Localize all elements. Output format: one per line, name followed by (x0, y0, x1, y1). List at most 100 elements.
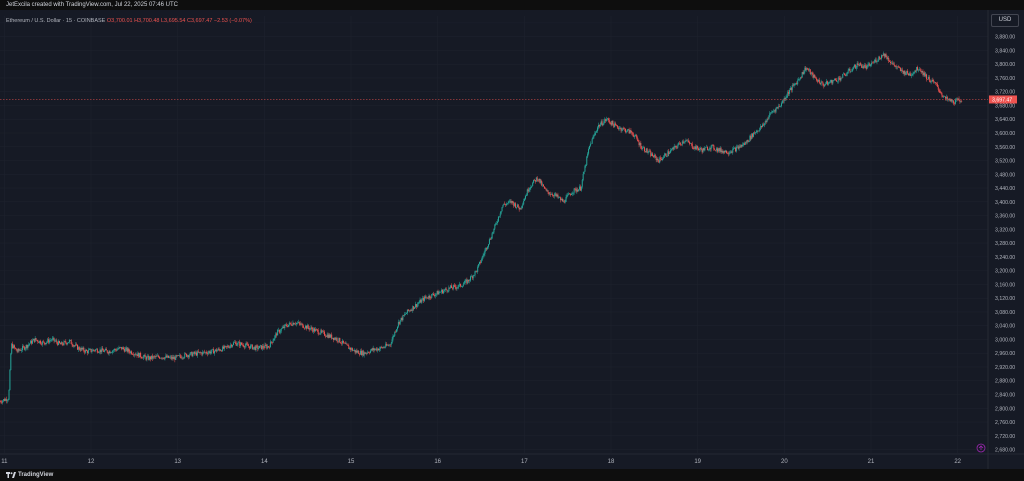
candle-body (624, 128, 626, 130)
candle-body (705, 147, 707, 148)
candle-body (687, 140, 689, 142)
candle-body (419, 299, 421, 303)
candle-body (166, 355, 168, 358)
candle-body (560, 197, 562, 201)
candle-body (302, 323, 304, 328)
candle-body (403, 315, 405, 316)
candle-body (323, 331, 325, 336)
candle-body (664, 153, 666, 156)
candle-body (92, 349, 94, 352)
candle-body (635, 135, 637, 138)
candle-body (318, 333, 320, 335)
candle-body (296, 322, 298, 324)
candle-body (185, 353, 187, 354)
candle-body (451, 288, 453, 289)
y-tick-label: 3,360.00 (995, 214, 1015, 220)
candle-body (594, 133, 596, 136)
candle-body (653, 154, 655, 158)
candle-body (683, 141, 685, 143)
candle-body (674, 146, 676, 147)
chart-area[interactable]: 2,680.00 2,720.00 2,760.00 2,800.00 2,840.00… (0, 10, 1024, 470)
candle-body (707, 146, 709, 151)
candle-body (952, 100, 954, 102)
y-tick-label: 2,760.00 (995, 420, 1015, 426)
candle-body (496, 223, 498, 224)
candle-body (753, 132, 755, 134)
candle-body (570, 194, 572, 195)
candle-body (109, 351, 111, 354)
candle-body (452, 285, 454, 289)
candle-body (183, 357, 185, 359)
price-chart[interactable]: 2,680.00 2,720.00 2,760.00 2,800.00 2,840.00… (0, 10, 1024, 470)
candle-body (781, 100, 783, 104)
candle-body (443, 289, 445, 291)
candle-body (66, 342, 68, 345)
candle-body (268, 346, 270, 347)
y-tick-label: 3,080.00 (995, 310, 1015, 316)
candle-body (39, 340, 41, 343)
candle-body (818, 79, 820, 84)
candle-body (146, 356, 148, 360)
candle-body (438, 292, 440, 295)
candle-body (517, 204, 519, 208)
candle-body (475, 270, 477, 272)
candle-body (399, 320, 401, 324)
candle-body (165, 355, 167, 358)
candle-body (34, 338, 36, 342)
candle-body (478, 264, 480, 267)
candle-body (459, 283, 461, 285)
candle-body (178, 355, 180, 356)
candle-body (516, 204, 518, 208)
candle-body (731, 151, 733, 153)
candle-body (331, 334, 333, 339)
candle-body (424, 296, 426, 298)
candle-body (429, 295, 431, 298)
candle-body (739, 146, 741, 148)
candle-body (439, 292, 441, 293)
candle-body (80, 347, 82, 351)
candle-body (222, 346, 224, 352)
candle-body (617, 127, 619, 130)
candle-body (387, 345, 389, 346)
candle-body (121, 346, 123, 350)
candle-body (522, 204, 524, 207)
candle-body (21, 350, 23, 351)
candle-body (842, 73, 844, 78)
candle-body (256, 345, 258, 347)
candle-body (837, 77, 839, 82)
candle-body (558, 197, 560, 198)
candle-body (917, 69, 919, 71)
candle-body (259, 345, 261, 346)
x-tick-label: 22 (954, 459, 961, 465)
candle-body (909, 73, 911, 76)
candle-body (633, 134, 635, 137)
candle-body (213, 349, 215, 354)
candle-body (666, 156, 668, 157)
y-tick-label: 3,640.00 (995, 117, 1015, 123)
candle-body (689, 142, 691, 144)
y-tick-label: 3,720.00 (995, 90, 1015, 96)
candle-body (477, 266, 479, 272)
candle-body (941, 93, 943, 96)
candle-body (535, 177, 537, 182)
candle-body (358, 351, 360, 355)
candle-body (230, 344, 232, 347)
candle-body (130, 351, 132, 353)
candle-body (574, 188, 576, 190)
candle-body (584, 166, 586, 172)
candle-body (321, 330, 323, 332)
candle-body (135, 354, 137, 355)
currency-button[interactable]: USD (991, 14, 1019, 27)
candle-body (363, 352, 365, 356)
reset-chart-icon[interactable] (976, 443, 986, 453)
candle-body (862, 66, 864, 68)
candle-body (926, 74, 928, 80)
candle-body (352, 350, 354, 351)
candle-body (468, 279, 470, 282)
y-tick-label: 3,400.00 (995, 200, 1015, 206)
candle-body (592, 136, 594, 139)
candle-body (802, 72, 804, 75)
candle-body (88, 349, 90, 350)
candle-body (163, 358, 165, 360)
candle-body (921, 70, 923, 73)
